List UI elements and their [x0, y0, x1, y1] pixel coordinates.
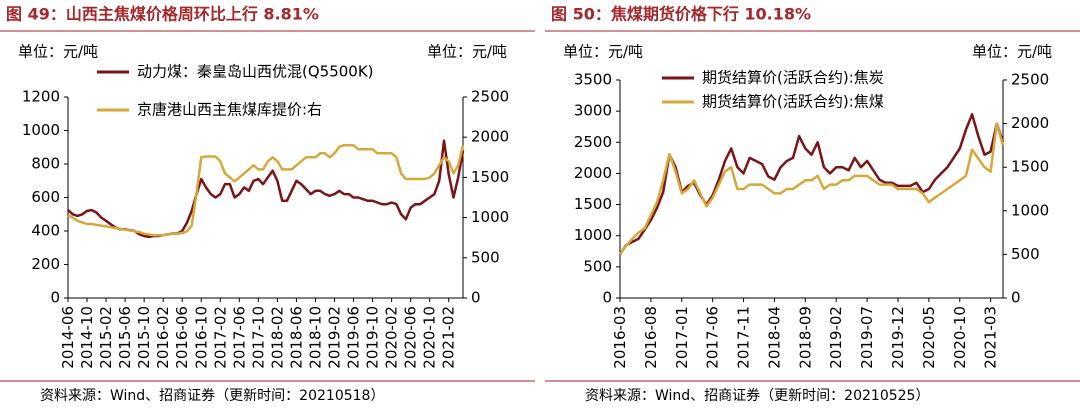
- y2-tick-label: 2000: [471, 128, 509, 146]
- source: 资料来源：Wind、招商证券（更新时间：20210525）: [585, 388, 929, 404]
- y-tick-label: 0: [50, 289, 60, 307]
- y-tick-label: 1000: [22, 121, 60, 139]
- y-tick-label: 600: [31, 188, 60, 206]
- x-tick-label: 2016-02: [154, 306, 172, 369]
- x-tick-label: 2018-02: [268, 306, 286, 369]
- x-tick-label: 2021-02: [440, 306, 458, 369]
- series-line: [618, 113, 1005, 256]
- source: 资料来源：Wind、招商证券（更新时间：20210518）: [40, 388, 384, 404]
- legend-label: 动力煤：秦皇岛山西优混(Q5500K): [137, 63, 374, 81]
- x-tick-label: 2019-07: [858, 306, 876, 369]
- x-tick-label: 2017-06: [230, 306, 248, 369]
- y2-tick-label: 1500: [1011, 158, 1049, 176]
- x-tick-label: 2016-08: [642, 306, 660, 369]
- y2-tick-label: 0: [471, 289, 481, 307]
- x-tick-label: 2020-10: [951, 306, 969, 369]
- series-line: [618, 122, 1005, 256]
- y2-tick-label: 1000: [1011, 201, 1049, 219]
- y-tick-label: 500: [583, 257, 612, 275]
- y-unit: 单位：元/吨: [18, 43, 98, 61]
- x-tick-label: 2019-02: [827, 306, 845, 369]
- x-tick-label: 2015-10: [135, 306, 153, 369]
- y-tick-label: 400: [31, 222, 60, 240]
- x-tick-label: 2018-10: [306, 306, 324, 369]
- x-tick-label: 2019-12: [889, 306, 907, 369]
- x-tick-label: 2018-09: [796, 306, 814, 369]
- y2-unit: 单位：元/吨: [427, 43, 507, 61]
- y-tick-label: 3500: [574, 71, 612, 89]
- legend-label: 期货结算价(活跃合约):焦煤: [702, 93, 884, 111]
- y2-tick-label: 500: [471, 248, 500, 266]
- y2-tick-label: 2500: [471, 88, 509, 106]
- y-tick-label: 3000: [574, 102, 612, 120]
- chart-title: 图 50：焦煤期货价格下行 10.18%: [551, 5, 811, 24]
- legend-label: 京唐港山西主焦煤库提价:右: [137, 101, 322, 119]
- y2-tick-label: 2500: [1011, 71, 1049, 89]
- y-tick-label: 800: [31, 155, 60, 173]
- x-tick-label: 2018-06: [287, 306, 305, 369]
- series-line: [67, 139, 465, 239]
- x-tick-label: 2017-02: [211, 306, 229, 369]
- x-tick-label: 2017-01: [673, 306, 691, 369]
- x-tick-label: 2018-04: [765, 306, 783, 369]
- legend-label: 期货结算价(活跃合约):焦炭: [702, 69, 884, 87]
- y-tick-label: 1500: [574, 195, 612, 213]
- y-unit: 单位：元/吨: [563, 43, 643, 61]
- y2-unit: 单位：元/吨: [972, 43, 1052, 61]
- y-tick-label: 2500: [574, 133, 612, 151]
- x-tick-label: 2019-10: [364, 306, 382, 369]
- x-tick-label: 2014-06: [59, 306, 77, 369]
- x-tick-label: 2015-06: [116, 306, 134, 369]
- y2-tick-label: 1500: [471, 168, 509, 186]
- x-tick-label: 2016-10: [192, 306, 210, 369]
- x-tick-label: 2019-02: [326, 306, 344, 369]
- x-tick-label: 2014-10: [78, 306, 96, 369]
- y-tick-label: 0: [602, 289, 612, 307]
- y-tick-label: 2000: [574, 164, 612, 182]
- y-tick-label: 1200: [22, 88, 60, 106]
- y2-tick-label: 1000: [471, 208, 509, 226]
- y-tick-label: 200: [31, 255, 60, 273]
- y2-tick-label: 0: [1011, 289, 1021, 307]
- y2-tick-label: 2000: [1011, 114, 1049, 132]
- x-tick-label: 2017-10: [249, 306, 267, 369]
- x-tick-label: 2020-10: [421, 306, 439, 369]
- x-tick-label: 2019-06: [345, 306, 363, 369]
- x-tick-label: 2020-05: [920, 306, 938, 369]
- x-tick-label: 2016-06: [173, 306, 191, 369]
- chart-title: 图 49：山西主焦煤价格周环比上行 8.81%: [6, 5, 319, 24]
- y2-tick-label: 500: [1011, 245, 1040, 263]
- y-tick-label: 1000: [574, 226, 612, 244]
- x-tick-label: 2020-02: [383, 306, 401, 369]
- x-tick-label: 2017-06: [704, 306, 722, 369]
- x-tick-label: 2020-06: [402, 306, 420, 369]
- x-tick-label: 2016-03: [611, 306, 629, 369]
- series-line: [67, 143, 465, 237]
- x-tick-label: 2015-02: [97, 306, 115, 369]
- x-tick-label: 2017-11: [735, 306, 753, 369]
- x-tick-label: 2021-03: [982, 306, 1000, 369]
